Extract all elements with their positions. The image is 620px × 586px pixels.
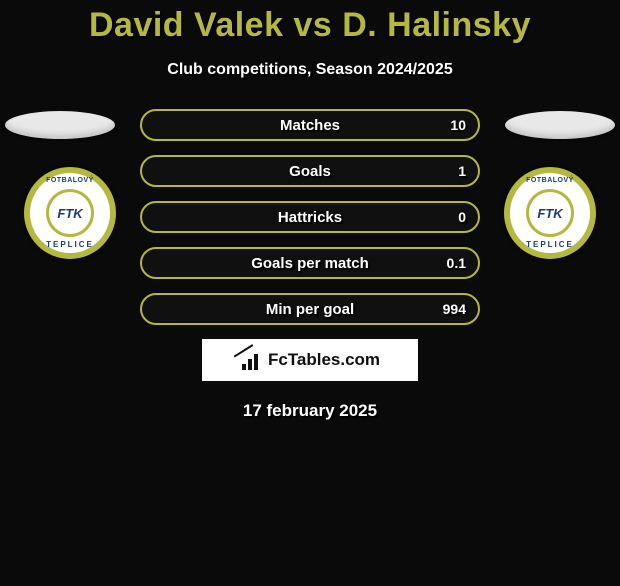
stat-value-right: 10 <box>450 117 466 133</box>
stat-label: Goals per match <box>251 255 369 272</box>
page-title: David Valek vs D. Halinsky <box>0 6 620 45</box>
page-subtitle: Club competitions, Season 2024/2025 <box>0 61 620 79</box>
stat-bar: Hattricks 0 <box>140 201 480 233</box>
club-badge-bottom-text: TEPLICE <box>46 240 94 249</box>
club-badge-bottom-text: TEPLICE <box>526 240 574 249</box>
club-badge-top-text: FOTBALOVÝ <box>526 177 574 184</box>
stat-value-right: 0 <box>458 209 466 225</box>
branding-text: FcTables.com <box>268 350 380 370</box>
club-badge-monogram: FTK <box>526 189 574 237</box>
stat-bar: Matches 10 <box>140 109 480 141</box>
stat-label: Min per goal <box>266 301 354 318</box>
stat-value-right: 994 <box>443 301 466 317</box>
stat-bar: Goals 1 <box>140 155 480 187</box>
chart-icon <box>240 350 262 370</box>
stat-label: Matches <box>280 117 340 134</box>
club-badge-right: FOTBALOVÝ FTK TEPLICE <box>504 167 596 259</box>
stat-bar: Min per goal 994 <box>140 293 480 325</box>
stat-bar: Goals per match 0.1 <box>140 247 480 279</box>
player-photo-placeholder-left <box>5 111 115 139</box>
stat-bars: Matches 10 Goals 1 Hattricks 0 Goals per… <box>140 109 480 325</box>
stat-value-right: 0.1 <box>447 255 466 271</box>
player-photo-placeholder-right <box>505 111 615 139</box>
club-badge-monogram: FTK <box>46 189 94 237</box>
club-badge-top-text: FOTBALOVÝ <box>46 177 94 184</box>
stat-value-right: 1 <box>458 163 466 179</box>
branding-box: FcTables.com <box>202 339 418 381</box>
stat-label: Hattricks <box>278 209 342 226</box>
stat-label: Goals <box>289 163 331 180</box>
date-text: 17 february 2025 <box>0 401 620 421</box>
stats-area: FOTBALOVÝ FTK TEPLICE FOTBALOVÝ FTK TEPL… <box>0 109 620 421</box>
club-badge-left: FOTBALOVÝ FTK TEPLICE <box>24 167 116 259</box>
